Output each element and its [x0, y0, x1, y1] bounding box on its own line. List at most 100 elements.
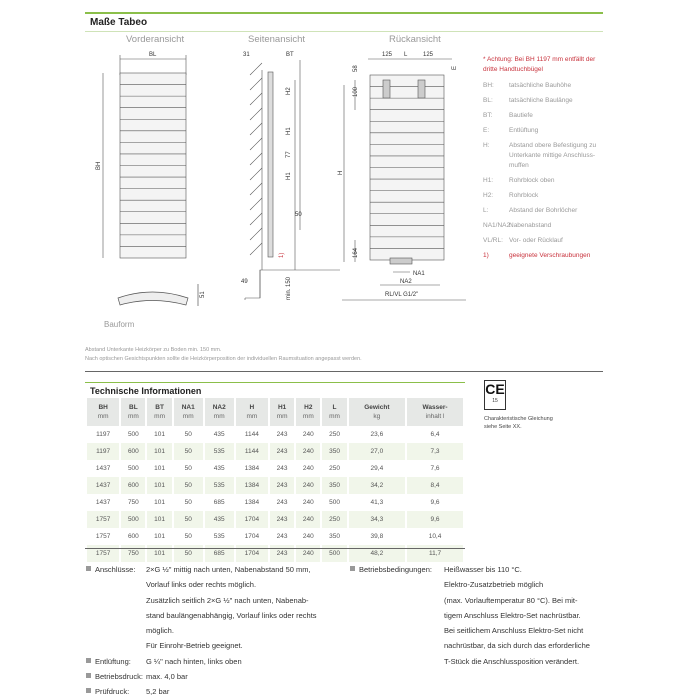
legend-key: L: [483, 207, 489, 214]
table-cell: 250 [322, 511, 347, 528]
header-label: H2 [304, 404, 313, 411]
header-label: Wasser- [422, 404, 448, 411]
table-cell: 535 [204, 443, 234, 460]
dim-h1-b: H1 [286, 172, 292, 180]
legend-value: Nabenabstand [509, 222, 552, 229]
section-title: Maße Tabeo [90, 17, 148, 28]
table-cell: 50 [173, 545, 203, 562]
header-unit: mm [329, 413, 340, 420]
legend-footnote: 1) geeignete Verschraubungen [483, 251, 603, 261]
spec-key [350, 577, 444, 592]
table-cell: 50 [173, 443, 203, 460]
dim-na2: NA2 [400, 279, 412, 285]
table-cell: 350 [322, 477, 347, 494]
spec-key [86, 593, 146, 608]
dim-164: 164 [353, 247, 359, 258]
table-cell: 1437 [87, 477, 120, 494]
table-cell: 1384 [235, 477, 268, 494]
note-1: Abstand Unterkante Heizkörper zu Boden m… [85, 347, 222, 353]
ce-mark: CE 15 [484, 380, 506, 410]
legend-value: tatsächliche Bauhöhe [509, 82, 572, 89]
dim-51: 51 [200, 291, 206, 298]
legend-item: E: Entlüftung [483, 126, 603, 136]
spec-value: G ¼" nach hinten, links oben [146, 656, 242, 666]
specs-right: Betriebsbedingungen: Heißwasser bis 110 °… [350, 562, 610, 669]
table-cell: 101 [154, 431, 166, 438]
dim-h: H [338, 171, 344, 175]
spec-label: Entlüftung: [95, 656, 131, 666]
bullet-icon [86, 566, 91, 571]
top-accent-line [85, 12, 603, 14]
spec-key [350, 623, 444, 638]
spec-line: stand baulängenabhängig, Vorlauf links o… [86, 608, 346, 623]
header-unit: mm [302, 413, 314, 420]
bauform-label: Bauform [104, 320, 135, 329]
spec-label: Betriebsdruck: [95, 672, 143, 682]
table-cell: 600 [127, 533, 139, 540]
table-cell: 50 [184, 499, 192, 506]
ce-text: Charakteristische Gleichung siehe Seite … [484, 415, 594, 431]
spec-value: Heißwasser bis 110 °C. [444, 565, 522, 574]
header-label: Gewicht [364, 404, 390, 411]
table-cell: 535 [213, 533, 225, 540]
table-cell: 1757 [87, 511, 120, 528]
spec-line: Betriebsdruck: max. 4,0 bar [86, 669, 346, 684]
dim-bh: BH [96, 162, 102, 170]
table-cell: 500 [121, 511, 146, 528]
table-cell: 500 [322, 545, 347, 562]
legend-key: 1) [483, 252, 489, 259]
header-unit: mm [154, 413, 166, 420]
legend-item: BL: tatsächliche Baulänge [483, 96, 603, 106]
table-cell: 1197 [96, 431, 111, 438]
table-cell: 50 [173, 511, 203, 528]
dim-77: 77 [286, 151, 292, 158]
table-cell: 500 [127, 431, 139, 438]
dimension-drawings: BL BH 51 31 BT H2 H1 H1 77 50 49 min. 15… [96, 52, 466, 306]
side-view-label: Seitenansicht [248, 34, 306, 45]
table-cell: 10,4 [428, 533, 442, 540]
table-cell: 685 [204, 545, 234, 562]
dim-bt: BT [286, 52, 294, 58]
spec-label: Betriebsbedingungen: [359, 565, 432, 574]
legend-value: Entlüftung [509, 127, 539, 134]
spec-key: Anschlüsse: [86, 562, 146, 577]
notes: Abstand Unterkante Heizkörper zu Boden m… [85, 346, 362, 364]
spec-line: tigem Anschluss Elektro-Set nachrüstbar. [350, 608, 610, 623]
table-cell: 243 [276, 465, 288, 472]
legend-key: H: [483, 142, 490, 149]
table-cell: 23,6 [370, 431, 384, 438]
header-label: BT [155, 404, 164, 411]
table-cell: 600 [121, 477, 146, 494]
legend-value: Vor- oder Rücklauf [509, 237, 563, 244]
table-cell: 350 [329, 533, 340, 540]
table-cell: 7,3 [407, 443, 463, 460]
table-cell: 435 [204, 511, 234, 528]
header-label: H1 [277, 404, 287, 411]
spec-line: Betriebsbedingungen: Heißwasser bis 110 °… [350, 562, 610, 577]
legend: * Achtung: Bei BH 1197 mm entfällt der d… [483, 55, 603, 266]
spec-value: stand baulängenabhängig, Vorlauf links o… [146, 610, 317, 620]
table-cell: 1144 [244, 431, 259, 438]
table-cell: 240 [302, 431, 314, 438]
table-cell: 350 [322, 443, 347, 460]
dim-na1: NA1 [413, 271, 425, 277]
dim-h1-a: H1 [286, 127, 292, 135]
table-row: 1437 500 101 50 435 1384 243 240 250 29,4 7,6 [87, 460, 463, 477]
table-cell: 29,4 [370, 465, 384, 472]
legend-item: BT: Bautiefe [483, 111, 603, 121]
column-header: H1 mm [270, 398, 295, 426]
column-header: Gewicht kg [348, 398, 406, 426]
table-cell: 8,4 [407, 477, 463, 494]
table-cell: 240 [296, 477, 321, 494]
table-cell: 240 [296, 545, 321, 562]
table-cell: 48,2 [348, 545, 406, 562]
bullet-icon [86, 657, 91, 663]
spec-value: T-Stück die Anschlussposition verändert. [444, 656, 580, 666]
bullet-icon [350, 566, 355, 571]
dim-100: 100 [353, 86, 359, 97]
header-unit: mm [246, 413, 258, 420]
side-view-drawing [244, 60, 340, 300]
spec-key [86, 608, 146, 623]
table-cell: 1757 [87, 545, 120, 562]
